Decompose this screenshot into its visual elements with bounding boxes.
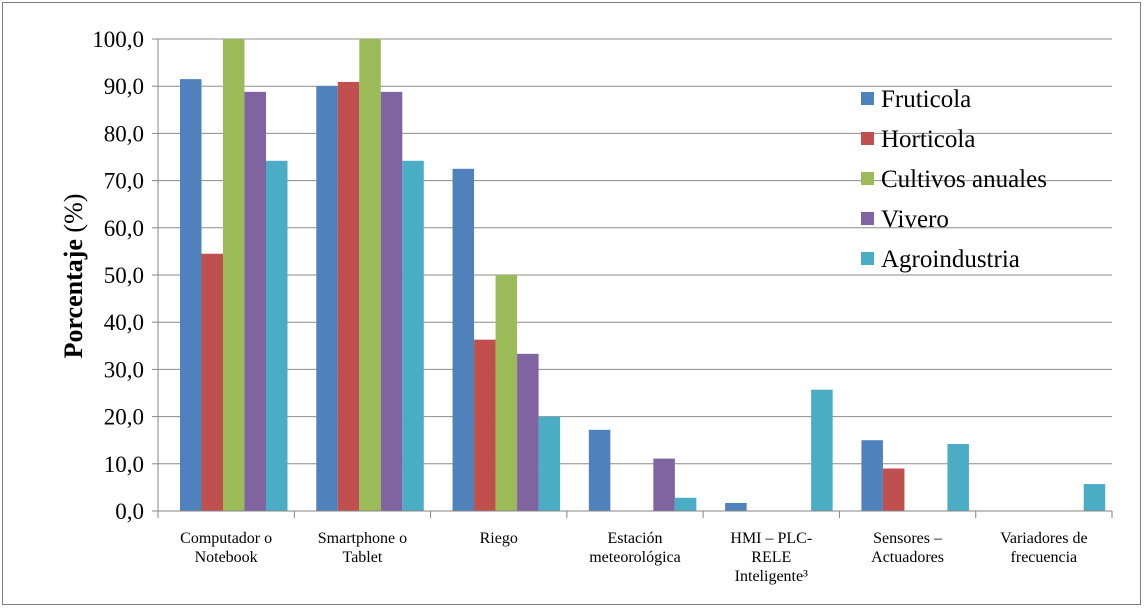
y-tick-labels: 0,0 10,0 20,0 30,0 40,0 50,0 60,0 70,0 80,0 90,0 1…	[92, 27, 144, 524]
y-tick-label: 40,0	[104, 310, 144, 335]
legend-label: Agroindustria	[881, 246, 1020, 273]
bar-cultivos-anuales	[223, 39, 245, 511]
legend-swatch	[861, 172, 874, 185]
bar-agroindustria	[674, 497, 697, 511]
y-tick-label: 10,0	[104, 452, 144, 477]
y-axis-label: Porcentaje (%)	[59, 194, 88, 359]
x-category-labels: Computador o Notebook Smartphone o Tablet Ri…	[180, 530, 1087, 585]
y-tick-label: 0,0	[115, 499, 144, 524]
bar-horticola	[201, 253, 223, 511]
bar-vivero	[653, 458, 675, 511]
legend-swatch	[861, 132, 874, 145]
y-tick-label: 30,0	[104, 357, 144, 382]
y-tick-label: 20,0	[104, 405, 144, 430]
y-tick-label: 80,0	[104, 121, 144, 146]
bar-fruticola	[316, 86, 338, 511]
y-tick-label: 100,0	[92, 27, 144, 52]
bar-agroindustria	[947, 443, 969, 511]
x-category-label: HMI – PLC-RELE Inteligente³	[730, 530, 812, 585]
axes	[152, 38, 1113, 518]
legend: Fruticola Horticola Cultivos anuales Vivero…	[861, 86, 1047, 273]
bar-agroindustria	[1083, 484, 1106, 511]
bar-fruticola	[180, 79, 202, 512]
bar-horticola	[474, 339, 496, 511]
legend-label: Cultivos anuales	[881, 166, 1047, 193]
bar-agroindustria	[538, 416, 561, 511]
bar-vivero	[517, 353, 539, 511]
bar-fruticola	[588, 429, 611, 511]
x-category-label: Estación meteorológica	[589, 530, 681, 566]
legend-swatch	[861, 212, 874, 225]
bar-horticola	[882, 468, 905, 511]
bars	[180, 39, 1106, 512]
legend-label: Fruticola	[881, 86, 971, 113]
bar-agroindustria	[402, 160, 424, 511]
x-category-label: Riego	[480, 530, 518, 547]
x-category-label: Variadores de frecuencia	[1000, 530, 1088, 566]
y-tick-label: 90,0	[104, 74, 144, 99]
legend-swatch	[861, 252, 874, 265]
bar-horticola	[337, 81, 360, 512]
bar-cultivos-anuales	[359, 39, 381, 511]
bar-agroindustria	[266, 160, 288, 511]
legend-swatch	[861, 92, 874, 105]
bar-cultivos-anuales	[495, 275, 518, 511]
legend-label: Horticola	[881, 126, 975, 153]
bar-fruticola	[452, 168, 475, 512]
x-category-label: Sensores – Actuadores	[871, 530, 944, 566]
y-tick-label: 50,0	[104, 263, 144, 288]
x-category-label: Computador o Notebook	[180, 530, 272, 566]
legend-label: Vivero	[881, 206, 949, 233]
bar-fruticola	[861, 440, 883, 511]
y-tick-label: 70,0	[104, 169, 144, 194]
bar-agroindustria	[811, 389, 833, 511]
bar-vivero	[244, 91, 266, 511]
x-category-label: Smartphone o Tablet	[318, 530, 407, 566]
bar-vivero	[380, 91, 403, 511]
bar-fruticola	[725, 502, 747, 511]
y-tick-label: 60,0	[104, 216, 144, 241]
